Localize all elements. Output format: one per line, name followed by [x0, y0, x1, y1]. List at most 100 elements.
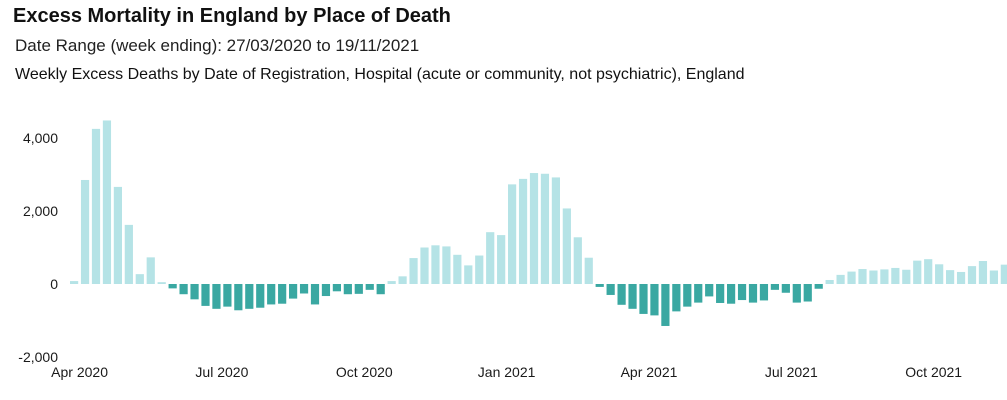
bar [299, 284, 309, 294]
bar [639, 284, 648, 314]
bar [562, 208, 571, 284]
x-tick-label: Oct 2020 [336, 364, 393, 380]
bar [825, 279, 834, 284]
bar [453, 254, 462, 284]
x-axis: Apr 2020 Jul 2020 Oct 2020 Jan 2021 Apr 2021… [51, 364, 962, 380]
x-tick-label: Apr 2020 [51, 364, 108, 380]
bar [354, 284, 363, 294]
bar [847, 271, 856, 284]
bar [759, 284, 769, 301]
bar [223, 284, 232, 307]
bar [387, 281, 396, 284]
x-tick-label: Apr 2021 [621, 364, 678, 380]
bar [135, 274, 144, 284]
bar [694, 284, 703, 303]
bar [672, 284, 681, 312]
page-title: Excess Mortality in England by Place of … [13, 5, 451, 27]
bar [880, 269, 889, 284]
bar [70, 281, 79, 284]
bar [716, 284, 725, 303]
bar [913, 260, 922, 284]
bar [267, 284, 276, 305]
bar [497, 235, 506, 284]
bar [475, 255, 484, 284]
bar [508, 184, 517, 284]
bar [245, 284, 254, 309]
bar [606, 284, 615, 295]
bar [727, 284, 736, 304]
bar [781, 284, 790, 293]
bar [683, 284, 692, 307]
bar [376, 284, 385, 295]
bar [978, 261, 988, 284]
bar [902, 269, 911, 284]
bar [420, 247, 429, 284]
bar [869, 270, 878, 284]
bar [924, 259, 933, 284]
chart-title: Weekly Excess Deaths by Date of Registra… [15, 66, 745, 83]
bar [278, 284, 287, 304]
bar [80, 179, 90, 284]
bars-group [70, 120, 1007, 326]
bar [858, 269, 867, 284]
bar [124, 224, 133, 284]
bar [365, 284, 374, 290]
bar [464, 265, 473, 284]
bar [584, 257, 593, 284]
x-tick-label: Jul 2021 [765, 364, 818, 380]
bar [310, 284, 320, 305]
bar [289, 284, 298, 299]
bar [179, 284, 188, 295]
bar [814, 284, 823, 289]
bar [157, 282, 166, 284]
bar [256, 284, 265, 308]
bar [529, 173, 539, 284]
x-tick-label: Jan 2021 [478, 364, 536, 380]
bar [168, 284, 177, 289]
date-range-subtitle: Date Range (week ending): 27/03/2020 to … [15, 36, 420, 55]
bar [956, 271, 966, 284]
bar [650, 284, 659, 316]
bar [1000, 264, 1007, 284]
bar [409, 258, 418, 284]
bar [748, 284, 758, 303]
bar [705, 284, 714, 297]
bar [146, 257, 155, 284]
y-tick-label: -2,000 [18, 349, 58, 365]
bar [617, 284, 626, 305]
bar [989, 270, 998, 284]
bar [431, 245, 440, 284]
bar [190, 284, 199, 300]
bar [628, 284, 637, 309]
bar [946, 270, 955, 284]
bar [398, 276, 407, 284]
bar [803, 284, 812, 302]
bar [967, 266, 977, 284]
bar [201, 284, 210, 306]
bar [234, 284, 243, 311]
y-tick-label: 0 [50, 276, 58, 292]
y-tick-label: 4,000 [23, 130, 58, 146]
bar [836, 274, 845, 285]
bar [343, 284, 352, 295]
x-tick-label: Jul 2020 [195, 364, 248, 380]
bar [91, 128, 101, 285]
bar [792, 284, 801, 303]
bar [891, 267, 900, 284]
bar [212, 284, 221, 309]
y-tick-label: 2,000 [23, 203, 58, 219]
bar [102, 120, 112, 284]
bar [332, 284, 341, 292]
y-axis: 4,000 2,000 0 -2,000 [18, 130, 58, 365]
bar [551, 177, 560, 284]
bar [770, 284, 779, 290]
bar [321, 284, 331, 297]
bar [595, 284, 604, 287]
bar [573, 237, 582, 284]
bar [113, 186, 122, 284]
bar [486, 232, 495, 284]
bar [935, 264, 944, 284]
bar [737, 284, 747, 301]
x-tick-label: Oct 2021 [905, 364, 962, 380]
